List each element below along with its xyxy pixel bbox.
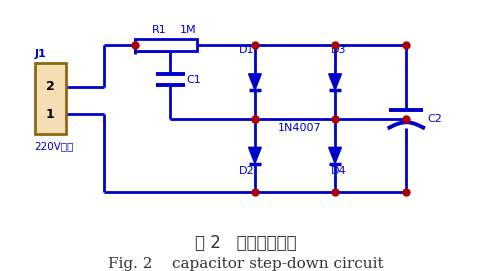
- Polygon shape: [248, 74, 261, 90]
- Text: 220V交流: 220V交流: [34, 141, 74, 151]
- Text: J1: J1: [34, 49, 46, 59]
- Text: C2: C2: [428, 114, 442, 124]
- Text: 2: 2: [46, 80, 55, 93]
- Text: 1M: 1M: [180, 25, 196, 34]
- Polygon shape: [329, 74, 341, 90]
- Text: 1N4007: 1N4007: [277, 122, 321, 133]
- Text: D3: D3: [331, 45, 346, 55]
- Polygon shape: [329, 147, 341, 163]
- Text: D4: D4: [331, 166, 346, 176]
- Bar: [135, 39, 197, 51]
- Polygon shape: [248, 147, 261, 163]
- Text: Fig. 2    capacitor step-down circuit: Fig. 2 capacitor step-down circuit: [108, 257, 384, 271]
- Text: 1: 1: [46, 108, 55, 121]
- Text: C1: C1: [187, 75, 202, 85]
- Bar: [34, 63, 66, 134]
- Text: D2: D2: [239, 166, 255, 176]
- Text: D1: D1: [239, 45, 255, 55]
- Text: R1: R1: [152, 25, 167, 34]
- Text: 图 2   电容降压电路: 图 2 电容降压电路: [195, 234, 297, 253]
